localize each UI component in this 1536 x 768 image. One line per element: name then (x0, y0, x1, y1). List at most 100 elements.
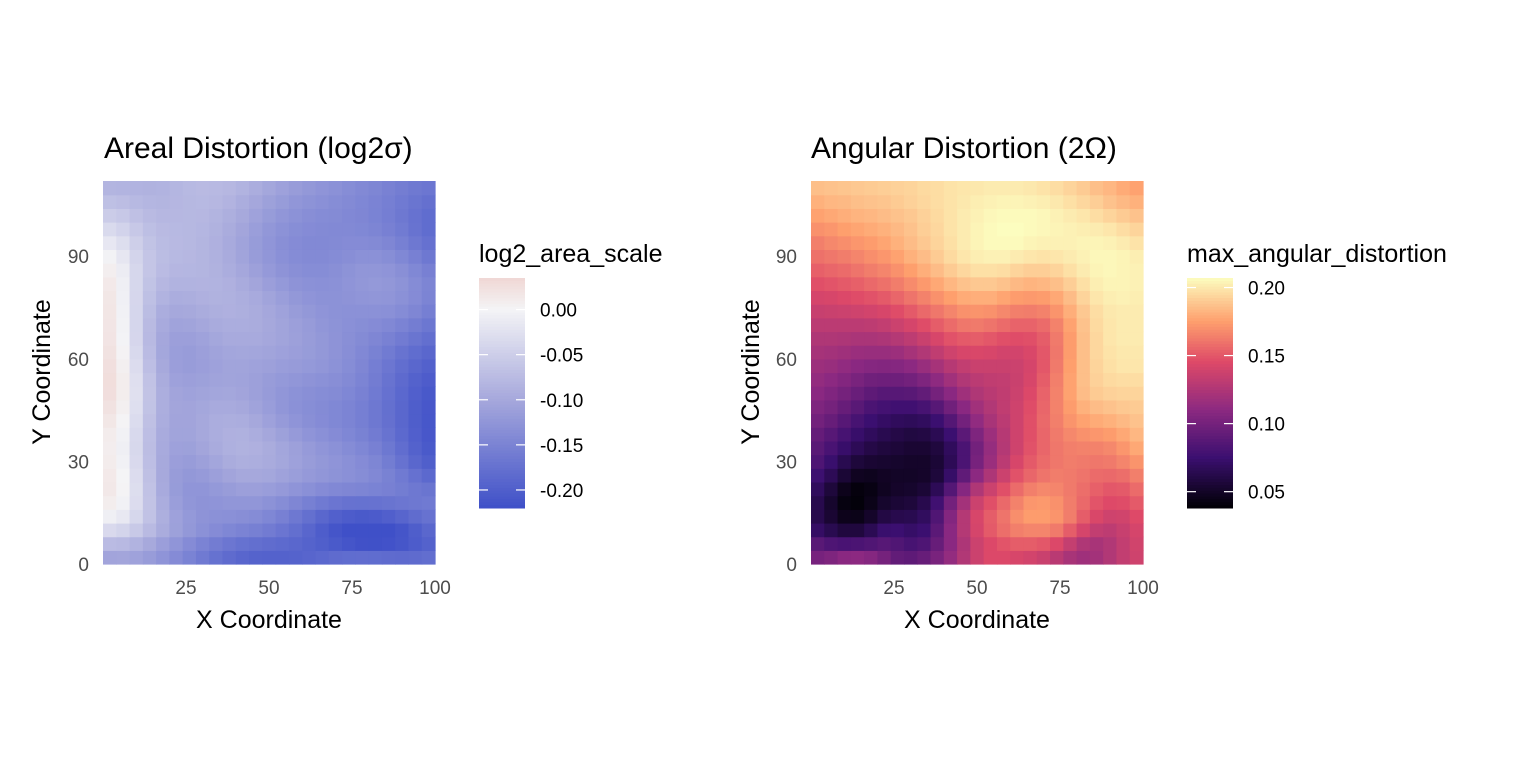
angular-cell (903, 440, 918, 456)
angular-cell (824, 235, 839, 250)
areal-cell (249, 454, 263, 469)
areal-cell (315, 427, 330, 442)
angular-cell (957, 427, 971, 442)
areal-cell (142, 372, 157, 387)
angular-cell (970, 427, 985, 442)
angular-cell (983, 194, 998, 209)
areal-cell (315, 222, 330, 237)
angular-cell (824, 317, 839, 333)
angular-cell (1116, 194, 1131, 209)
angular-cell (850, 495, 865, 510)
areal-x-tick-label: 50 (258, 578, 279, 599)
angular-cell (877, 522, 892, 538)
angular-cell (1089, 509, 1104, 524)
areal-cell (288, 386, 303, 401)
angular-cell (1050, 550, 1064, 565)
areal-cell (222, 399, 237, 415)
angular-cell (930, 468, 945, 483)
angular-cell (903, 509, 918, 524)
angular-cell (1089, 358, 1104, 374)
areal-cell (249, 194, 263, 209)
angular-cell (811, 481, 825, 497)
angular-legend-segment (1187, 306, 1233, 311)
areal-cell (368, 399, 383, 415)
areal-cell (368, 290, 383, 305)
angular-cell (957, 235, 971, 250)
angular-cell (824, 194, 839, 209)
areal-cell (142, 235, 157, 250)
angular-cell (837, 468, 852, 483)
angular-cell (903, 358, 918, 374)
angular-cell (877, 304, 892, 319)
angular-cell (1050, 399, 1064, 415)
areal-cell (116, 345, 131, 360)
areal-cell (368, 208, 383, 223)
areal-cell (315, 509, 330, 524)
angular-cell (1023, 304, 1038, 319)
areal-cell (262, 181, 277, 196)
areal-cell (328, 550, 343, 565)
areal-cell (156, 331, 170, 346)
areal-legend-segment (479, 418, 525, 423)
angular-cell (811, 181, 825, 196)
angular-cell (1010, 399, 1025, 415)
areal-distortion-panel: Areal Distortion (log2σ) 25 50 75 100 03060… (28, 132, 662, 634)
angular-cell (943, 536, 958, 551)
areal-cell (342, 413, 356, 428)
areal-cell (195, 440, 210, 456)
areal-cell (262, 194, 277, 209)
areal-cell (302, 208, 317, 223)
angular-cell (970, 276, 985, 292)
angular-legend-segment (1187, 473, 1233, 477)
areal-cell (275, 386, 290, 401)
angular-cell (1036, 249, 1051, 264)
areal-cell (169, 290, 184, 305)
angular-cell (837, 536, 852, 551)
areal-cell (288, 509, 303, 524)
areal-cell (288, 454, 303, 469)
angular-cell (811, 249, 825, 264)
angular-cell (943, 509, 958, 524)
areal-cell (328, 440, 343, 456)
angular-cell (811, 399, 825, 415)
angular-legend-segment (1187, 487, 1233, 492)
areal-cell (116, 249, 131, 264)
areal-cell (142, 481, 157, 497)
angular-cell (890, 495, 905, 510)
angular-cell (1023, 345, 1038, 360)
areal-cell (302, 304, 317, 319)
angular-cell (1129, 386, 1144, 401)
areal-cell (169, 413, 184, 428)
areal-cell (275, 413, 290, 428)
areal-cell (156, 386, 170, 401)
areal-cell (421, 440, 436, 456)
areal-cell (342, 181, 356, 196)
areal-cell (129, 440, 144, 456)
areal-cell (421, 331, 436, 346)
angular-cell (917, 194, 932, 209)
areal-cell (182, 235, 197, 250)
areal-cell (368, 317, 383, 333)
angular-cell (1116, 208, 1131, 223)
areal-cell (129, 317, 144, 333)
angular-cell (1103, 372, 1118, 387)
angular-cell (1063, 468, 1078, 483)
areal-cell (328, 372, 343, 387)
angular-cell (1076, 235, 1091, 250)
angular-cell (864, 235, 878, 250)
angular-cell (837, 454, 852, 469)
areal-cell (169, 536, 184, 551)
areal-cell (315, 304, 330, 319)
areal-cell (368, 304, 383, 319)
angular-cell (877, 454, 892, 469)
angular-cell (1116, 345, 1131, 360)
angular-cell (1103, 317, 1118, 333)
angular-cell (943, 440, 958, 456)
areal-cell (209, 386, 224, 401)
areal-x-axis-title: X Coordinate (196, 606, 342, 634)
areal-legend-segment (479, 393, 525, 397)
angular-cell (917, 358, 932, 374)
angular-cell (811, 194, 825, 209)
angular-cell (957, 399, 971, 415)
angular-cell (890, 222, 905, 237)
